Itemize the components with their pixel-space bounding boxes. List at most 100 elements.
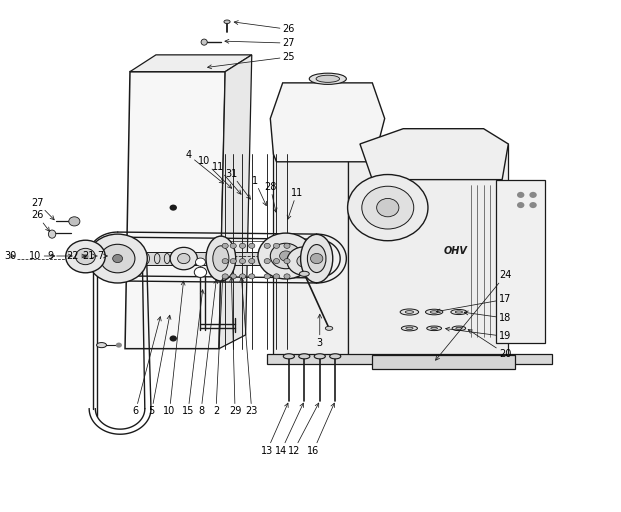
Text: 14: 14 xyxy=(275,403,304,456)
Circle shape xyxy=(83,254,89,259)
Ellipse shape xyxy=(456,327,462,329)
Circle shape xyxy=(273,274,279,279)
Ellipse shape xyxy=(406,311,414,313)
Circle shape xyxy=(287,247,322,275)
Polygon shape xyxy=(496,180,545,343)
Text: 12: 12 xyxy=(288,403,319,456)
Text: 25: 25 xyxy=(207,52,295,69)
Circle shape xyxy=(348,175,428,241)
Circle shape xyxy=(297,255,312,267)
Text: 8: 8 xyxy=(198,280,218,416)
Circle shape xyxy=(240,259,245,264)
Text: 3: 3 xyxy=(317,314,323,348)
Bar xyxy=(373,355,515,369)
Circle shape xyxy=(264,274,270,279)
Circle shape xyxy=(222,274,229,279)
Text: 7: 7 xyxy=(97,251,107,261)
Text: 24: 24 xyxy=(435,270,512,360)
Circle shape xyxy=(66,240,105,273)
Circle shape xyxy=(517,202,524,208)
Circle shape xyxy=(529,202,537,208)
Circle shape xyxy=(230,259,237,264)
Ellipse shape xyxy=(165,253,170,264)
Circle shape xyxy=(230,274,237,279)
Polygon shape xyxy=(270,83,384,162)
Text: 18: 18 xyxy=(464,311,511,323)
Circle shape xyxy=(196,258,206,266)
Circle shape xyxy=(264,243,270,248)
Text: 17: 17 xyxy=(437,294,512,313)
Ellipse shape xyxy=(314,354,325,359)
Text: 6: 6 xyxy=(132,317,161,416)
Ellipse shape xyxy=(213,246,229,271)
Ellipse shape xyxy=(299,271,309,276)
Text: 10: 10 xyxy=(29,251,55,261)
Ellipse shape xyxy=(455,311,463,313)
Ellipse shape xyxy=(401,326,417,331)
Circle shape xyxy=(248,274,255,279)
Text: 5: 5 xyxy=(148,315,171,416)
Text: 10: 10 xyxy=(198,156,232,188)
Circle shape xyxy=(240,274,245,279)
Circle shape xyxy=(258,233,314,279)
Text: 23: 23 xyxy=(240,278,258,416)
Ellipse shape xyxy=(406,327,413,329)
Circle shape xyxy=(362,186,414,229)
Polygon shape xyxy=(130,55,252,72)
Circle shape xyxy=(76,248,96,265)
Text: 15: 15 xyxy=(182,290,204,416)
Ellipse shape xyxy=(224,20,230,24)
Text: OHV: OHV xyxy=(444,246,468,256)
Bar xyxy=(101,252,286,265)
Circle shape xyxy=(284,259,290,264)
Ellipse shape xyxy=(452,326,466,331)
Text: 11: 11 xyxy=(212,162,241,194)
Text: 26: 26 xyxy=(31,210,50,231)
Circle shape xyxy=(178,253,190,264)
Text: 20: 20 xyxy=(468,330,512,359)
Circle shape xyxy=(194,267,207,278)
Circle shape xyxy=(230,243,237,248)
Text: 30: 30 xyxy=(4,251,17,261)
Circle shape xyxy=(101,244,135,273)
Text: 10: 10 xyxy=(163,281,185,416)
Polygon shape xyxy=(125,72,225,349)
Text: 27: 27 xyxy=(225,38,295,48)
Circle shape xyxy=(273,259,279,264)
Circle shape xyxy=(248,243,255,248)
Polygon shape xyxy=(360,129,509,180)
Ellipse shape xyxy=(201,39,207,45)
Ellipse shape xyxy=(134,253,139,264)
Ellipse shape xyxy=(299,354,310,359)
Ellipse shape xyxy=(427,326,442,331)
Circle shape xyxy=(264,259,270,264)
Ellipse shape xyxy=(283,354,294,359)
Polygon shape xyxy=(219,55,252,349)
Text: 16: 16 xyxy=(307,403,335,456)
Ellipse shape xyxy=(155,253,160,264)
Ellipse shape xyxy=(309,73,347,84)
Ellipse shape xyxy=(316,75,340,82)
Text: 31: 31 xyxy=(225,168,250,199)
Ellipse shape xyxy=(400,309,419,315)
Ellipse shape xyxy=(48,230,56,238)
Text: 1: 1 xyxy=(252,176,266,206)
Text: 11: 11 xyxy=(287,188,303,219)
Circle shape xyxy=(377,199,399,217)
Circle shape xyxy=(279,251,292,261)
Ellipse shape xyxy=(451,309,467,314)
Ellipse shape xyxy=(301,234,333,283)
Text: 28: 28 xyxy=(264,182,277,212)
Circle shape xyxy=(116,343,122,348)
Circle shape xyxy=(273,243,279,248)
Text: 19: 19 xyxy=(446,327,511,342)
Circle shape xyxy=(170,247,197,270)
Polygon shape xyxy=(273,144,348,360)
Ellipse shape xyxy=(431,327,437,329)
Circle shape xyxy=(529,192,537,198)
Polygon shape xyxy=(348,144,509,360)
Circle shape xyxy=(170,205,177,210)
Circle shape xyxy=(248,259,255,264)
Ellipse shape xyxy=(97,343,106,348)
Polygon shape xyxy=(267,354,551,364)
